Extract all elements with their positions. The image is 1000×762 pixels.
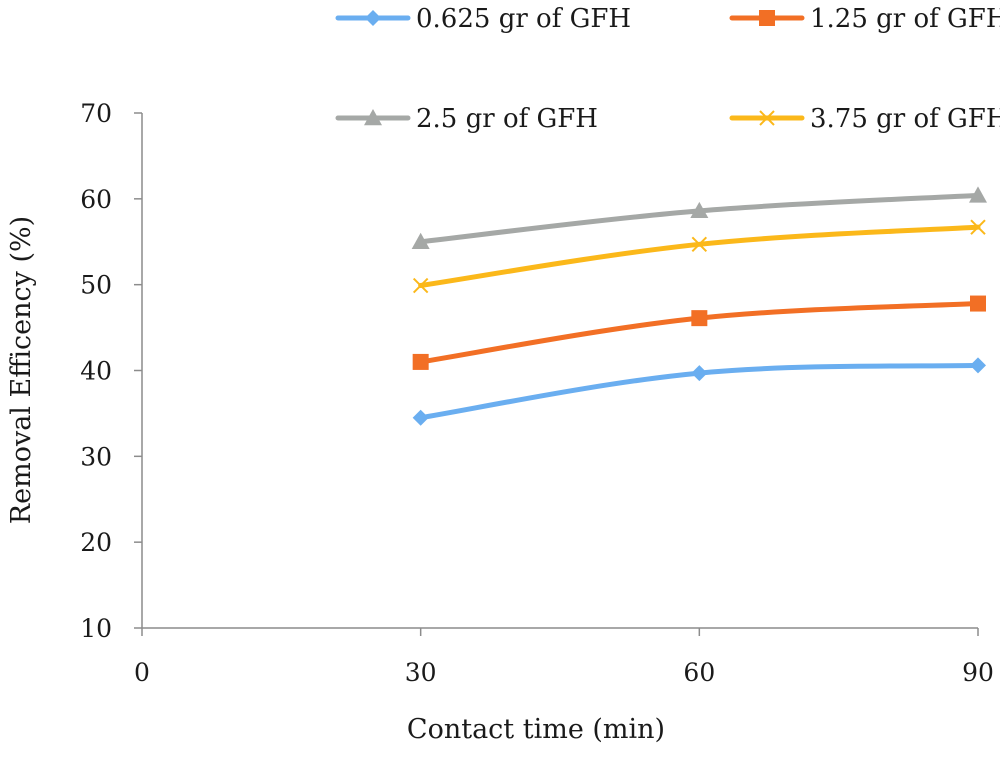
data-point (411, 232, 430, 249)
legend-entry: 3.75 gr of GFH (729, 104, 1000, 134)
data-point (412, 409, 429, 426)
legend-entry: 0.625 gr of GFH (335, 4, 631, 34)
series-line (418, 224, 981, 289)
y-tick-label: 50 (80, 271, 112, 300)
legend-marker (759, 110, 775, 126)
legend-marker (759, 10, 775, 26)
x-tick-label: 60 (683, 658, 715, 687)
series-3 (411, 186, 987, 249)
x-axis-title: Contact time (min) (407, 714, 665, 745)
legend-marker (365, 10, 381, 26)
data-point (412, 353, 429, 370)
data-point (691, 310, 708, 327)
y-tick-label: 10 (80, 614, 112, 643)
y-axis-title: Removal Efficency (%) (6, 216, 37, 524)
x-marker-stroke (759, 110, 775, 126)
series-4 (412, 219, 986, 294)
legend-entry: 2.5 gr of GFH (335, 104, 598, 134)
y-tick-label: 60 (80, 185, 112, 214)
data-point (969, 186, 987, 203)
y-tick-label: 40 (80, 357, 112, 386)
data-point (691, 365, 708, 382)
legend-entry: 1.25 gr of GFH (729, 4, 1000, 34)
data-point (412, 277, 429, 294)
data-point (970, 219, 986, 235)
tick-marks: 10 20 30 40 50 60 70 0 30 60 90 (80, 99, 994, 687)
x-marker-stroke (691, 236, 708, 253)
legend-label: 3.75 gr of GFH (810, 104, 1000, 134)
legend-marker (364, 109, 382, 126)
x-marker-stroke (970, 219, 986, 235)
x-tick-label: 90 (962, 658, 994, 687)
axes (141, 113, 978, 629)
y-tick-label: 30 (80, 442, 112, 471)
data-point (970, 295, 986, 312)
x-marker-stroke (412, 277, 429, 294)
series-1 (412, 357, 986, 426)
legend-label: 0.625 gr of GFH (416, 4, 631, 34)
legend-label: 2.5 gr of GFH (416, 104, 598, 134)
y-tick-label: 20 (80, 528, 112, 557)
plot-area (411, 186, 987, 426)
y-tick-label: 70 (80, 99, 112, 128)
legend-label: 1.25 gr of GFH (810, 4, 1000, 34)
series-2 (412, 295, 986, 370)
data-point (691, 236, 708, 253)
x-tick-label: 30 (405, 658, 437, 687)
x-tick-label: 0 (134, 658, 150, 687)
data-point (970, 357, 986, 374)
legend: 0.625 gr of GFH 1.25 gr of GFH 2.5 gr of G… (335, 4, 1000, 134)
data-point (690, 201, 709, 219)
